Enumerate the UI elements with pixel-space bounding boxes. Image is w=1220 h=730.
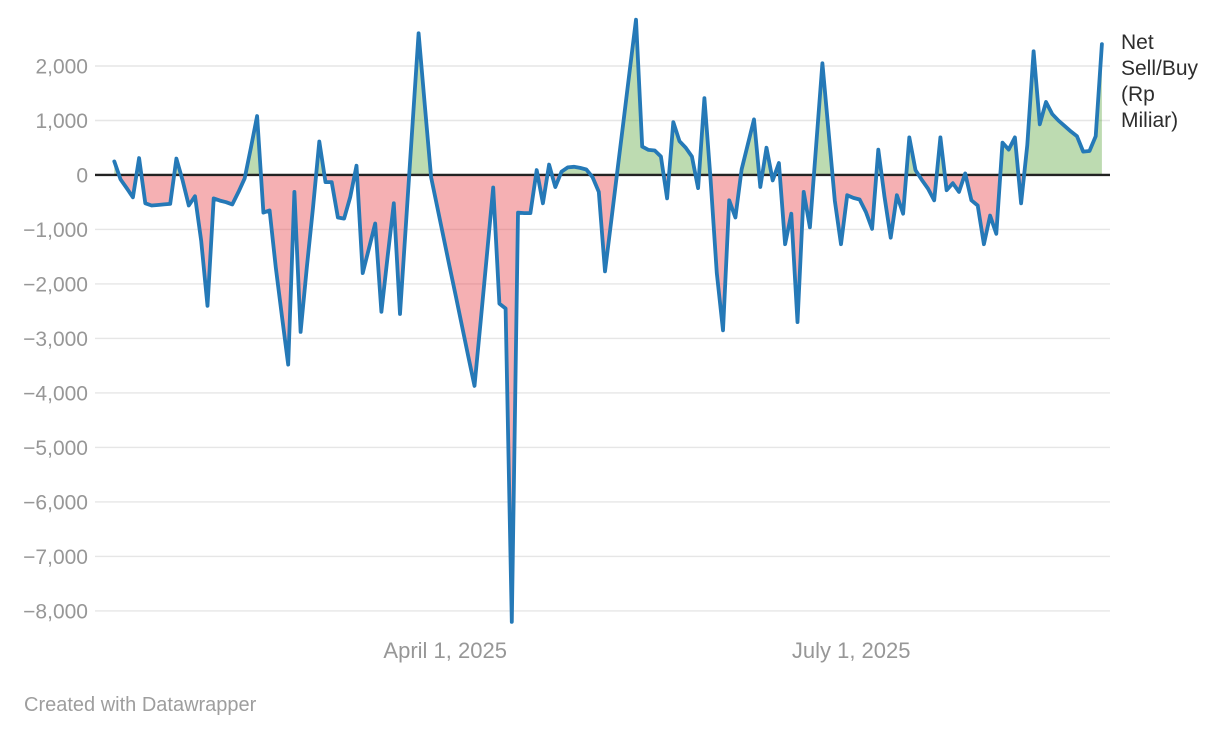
y-tick-label: −8,000: [23, 600, 88, 623]
x-tick-label: April 1, 2025: [383, 638, 507, 663]
negative-area-fill: [114, 174, 1102, 622]
y-tick-label: 0: [76, 164, 88, 187]
y-tick-label: −7,000: [23, 546, 88, 569]
y-tick-label: −2,000: [23, 273, 88, 296]
y-tick-label: −1,000: [23, 219, 88, 242]
attribution-text: Created with Datawrapper: [24, 694, 257, 716]
y-tick-label: −5,000: [23, 437, 88, 460]
series-legend: Net Sell/Buy (Rp Miliar): [1121, 30, 1217, 134]
legend-label-line: (Rp: [1121, 83, 1155, 106]
y-tick-label: −6,000: [23, 491, 88, 514]
x-tick-label: July 1, 2025: [792, 638, 911, 663]
y-tick-label: −3,000: [23, 328, 88, 351]
legend-label-line: Net: [1121, 31, 1154, 54]
y-tick-label: −4,000: [23, 382, 88, 405]
y-tick-label: 1,000: [35, 110, 88, 133]
legend-label-line: Sell/Buy: [1121, 57, 1199, 80]
legend-label-line: Miliar): [1121, 109, 1179, 132]
data-line: [112, 17, 1104, 624]
y-tick-label: 2,000: [35, 55, 88, 78]
positive-area-fill: [114, 19, 1102, 175]
